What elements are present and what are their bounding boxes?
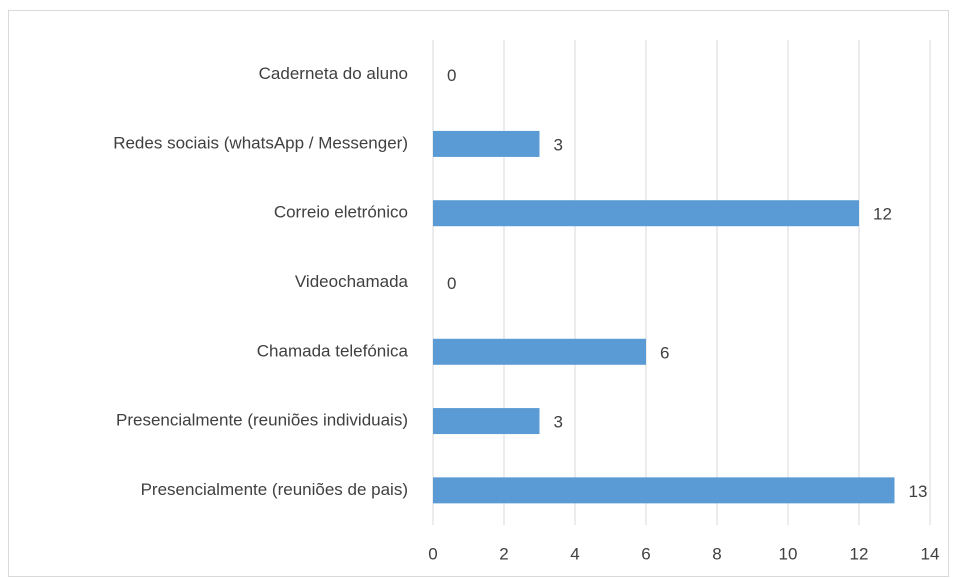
bar: [433, 200, 859, 227]
data-label: 12: [873, 205, 892, 224]
y-tick-label: Caderneta do aluno: [259, 64, 408, 83]
data-label: 0: [447, 66, 456, 85]
y-tick-label: Presencialmente (reuniões individuais): [116, 411, 408, 430]
data-label: 3: [554, 135, 563, 154]
bar: [433, 477, 895, 504]
y-tick-label: Presencialmente (reuniões de pais): [141, 480, 408, 499]
x-tick-label: 10: [779, 544, 798, 563]
data-label: 13: [909, 482, 928, 501]
bar: [433, 408, 540, 435]
data-label: 0: [447, 274, 456, 293]
x-tick-label: 12: [850, 544, 869, 563]
y-tick-label: Correio eletrónico: [274, 203, 408, 222]
x-tick-label: 8: [712, 544, 721, 563]
bar: [433, 130, 540, 157]
y-tick-label: Videochamada: [295, 272, 409, 291]
bar: [433, 338, 646, 365]
x-tick-label: 0: [428, 544, 437, 563]
x-tick-label: 2: [499, 544, 508, 563]
x-tick-label: 14: [921, 544, 940, 563]
y-tick-label: Chamada telefónica: [257, 341, 409, 360]
data-label: 3: [554, 413, 563, 432]
x-tick-label: 4: [570, 544, 579, 563]
x-tick-label: 6: [641, 544, 650, 563]
data-label: 6: [660, 343, 669, 362]
y-tick-label: Redes sociais (whatsApp / Messenger): [113, 133, 408, 152]
